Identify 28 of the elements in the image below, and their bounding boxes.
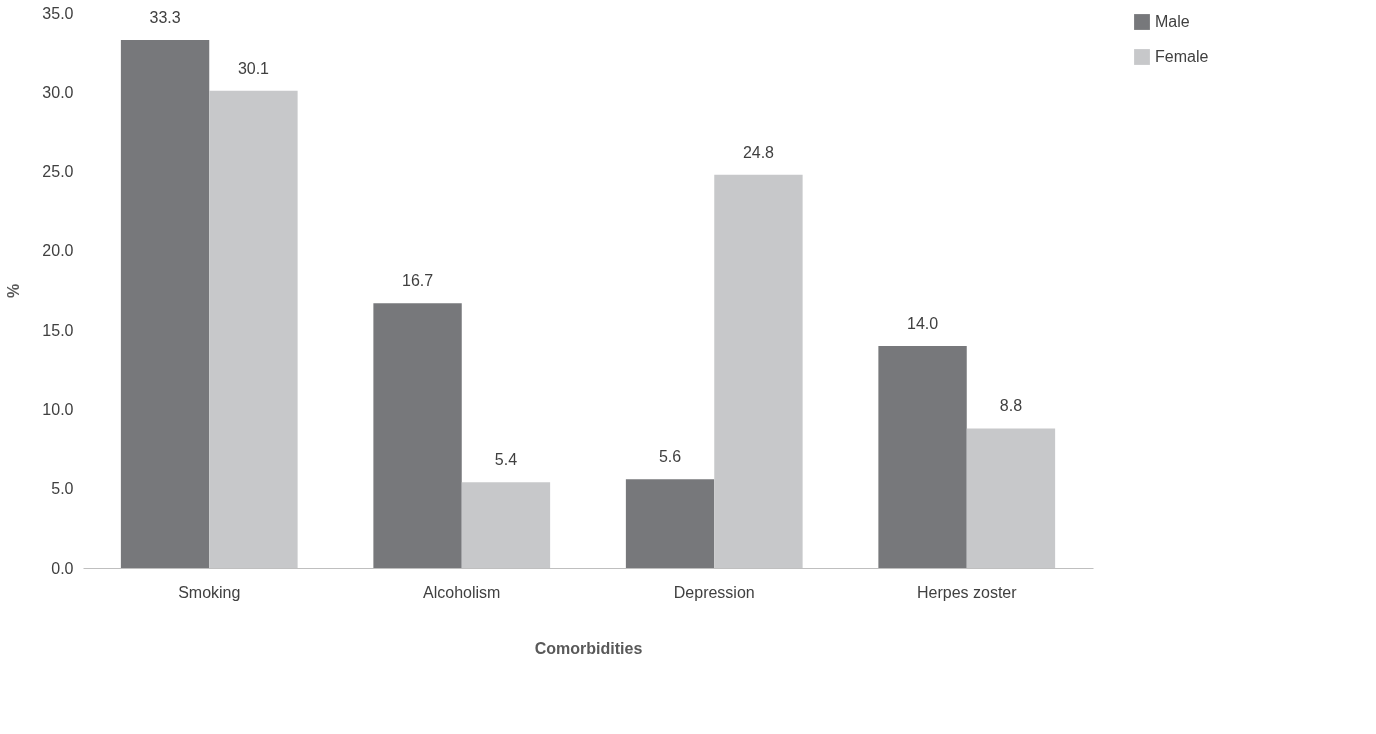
- data-label: 16.7: [401, 272, 434, 290]
- data-label: 30.1: [237, 59, 270, 77]
- bar: [373, 303, 462, 568]
- y-tick-label: 5.0: [51, 480, 74, 498]
- y-tick-label: 30.0: [42, 83, 74, 101]
- data-label: 5.6: [658, 448, 682, 466]
- x-tick-label: Alcoholism: [423, 583, 501, 601]
- x-tick-label: Depression: [673, 583, 755, 601]
- y-tick-label: 15.0: [42, 321, 74, 339]
- y-axis-title: %: [5, 283, 23, 299]
- y-tick-label: 10.0: [42, 400, 74, 418]
- legend-label: Female: [1155, 48, 1209, 65]
- bar: [878, 346, 967, 568]
- bar: [625, 479, 715, 568]
- x-axis-title: Comorbidities: [534, 639, 643, 657]
- data-label: 14.0: [906, 315, 939, 332]
- y-tick-label: 25.0: [42, 163, 74, 181]
- bar: [120, 39, 210, 568]
- y-tick-label: 0.0: [51, 559, 74, 577]
- y-tick-label: 35.0: [42, 4, 74, 22]
- data-label: 8.8: [999, 397, 1023, 415]
- data-label: 24.8: [742, 143, 775, 161]
- y-tick-label: 20.0: [42, 242, 74, 260]
- legend-label: Male: [1155, 13, 1190, 30]
- x-tick-label: Herpes zoster: [916, 583, 1018, 601]
- x-tick-label: Smoking: [178, 583, 241, 601]
- data-label: 33.3: [149, 8, 181, 26]
- data-label: 5.4: [494, 451, 518, 469]
